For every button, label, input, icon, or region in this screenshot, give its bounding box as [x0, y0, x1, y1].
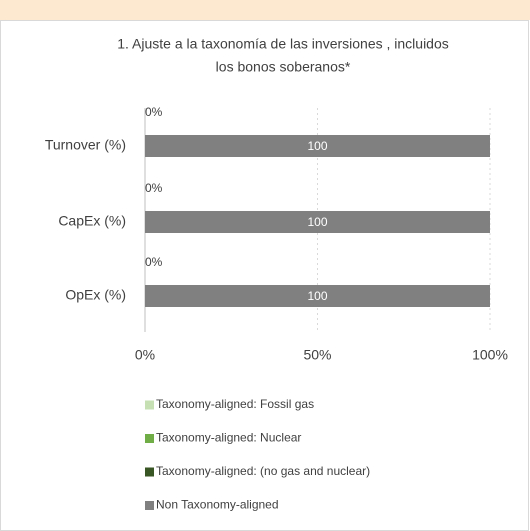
legend-swatch	[145, 467, 154, 477]
legend-label: Taxonomy-aligned: Nuclear	[156, 431, 301, 445]
legend-label: Non Taxonomy-aligned	[156, 498, 279, 512]
data-label: 100	[307, 215, 327, 229]
data-label: 0%	[145, 255, 163, 269]
bar-segment	[145, 211, 490, 233]
x-tick-label: 50%	[303, 347, 331, 363]
y-tick-label: Turnover (%)	[45, 137, 126, 153]
x-tick-label: 0%	[135, 347, 155, 363]
bar-segment	[145, 285, 490, 307]
legend-label: Taxonomy-aligned: (no gas and nuclear)	[156, 464, 370, 478]
chart-frame	[0, 20, 529, 531]
y-tick-label: OpEx (%)	[65, 287, 126, 303]
chart-title: los bonos soberanos*	[216, 59, 351, 75]
legend-label: Taxonomy-aligned: Fossil gas	[156, 397, 314, 411]
data-label: 0%	[145, 181, 163, 195]
bar-segment	[145, 135, 490, 157]
y-tick-label: CapEx (%)	[58, 213, 126, 229]
chart-title: 1. Ajuste a la taxonomía de las inversio…	[117, 36, 449, 52]
data-label: 0%	[145, 105, 163, 119]
legend-swatch	[145, 400, 154, 410]
x-tick-label: 100%	[472, 347, 508, 363]
data-label: 100	[307, 289, 327, 303]
legend-swatch	[145, 434, 154, 443]
data-label: 100	[307, 139, 327, 153]
legend-swatch	[145, 501, 154, 510]
top-band	[0, 0, 530, 20]
